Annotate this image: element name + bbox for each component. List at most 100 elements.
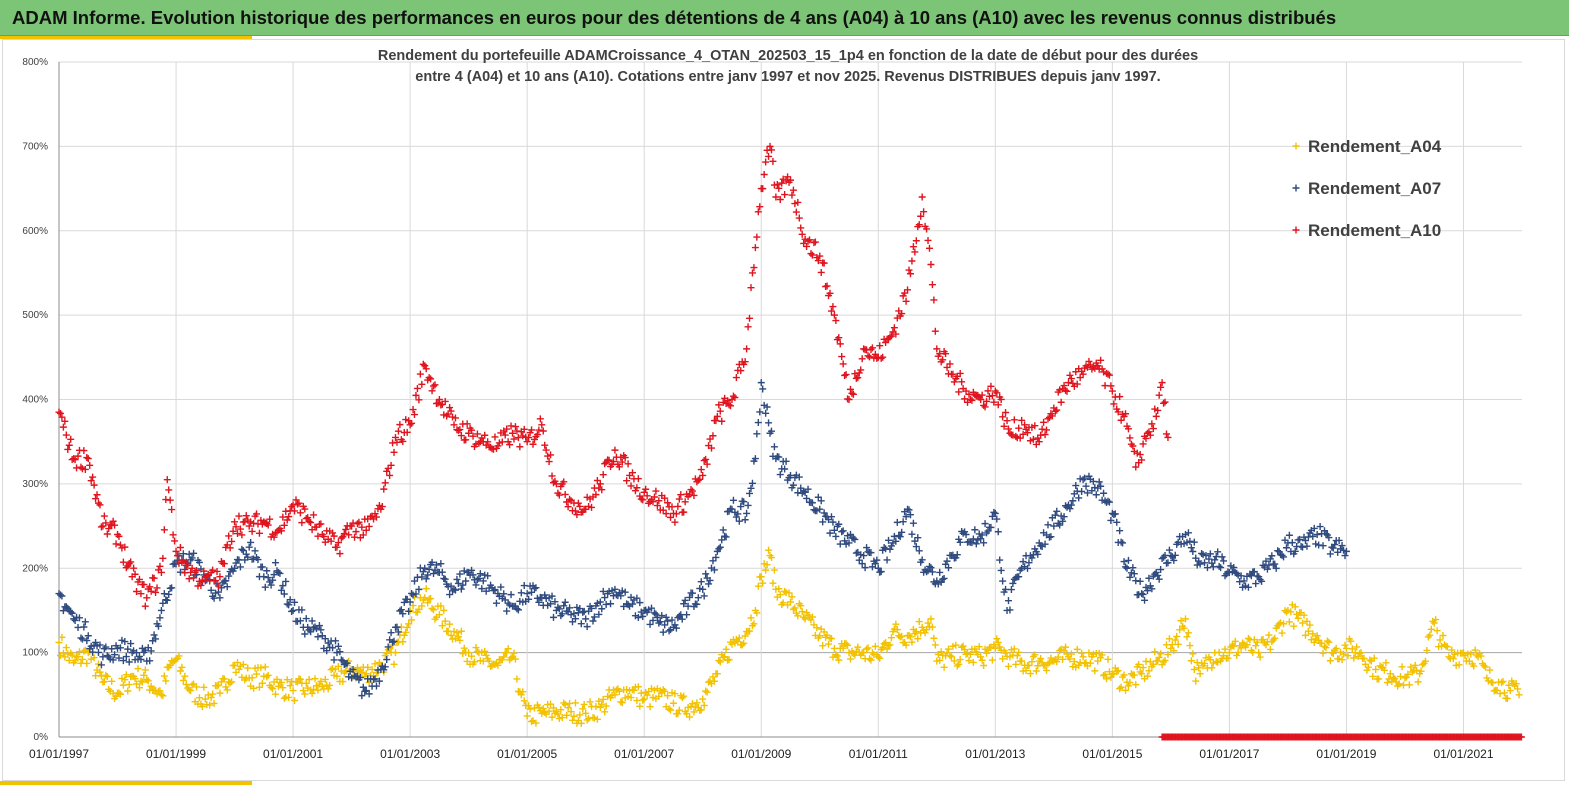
data-point-interp	[1136, 577, 1144, 585]
data-point-interp	[59, 607, 67, 615]
data-point	[523, 590, 531, 598]
data-point-interp	[1323, 637, 1331, 645]
data-point-interp	[299, 687, 307, 695]
data-point-interp	[181, 569, 189, 577]
data-point-interp	[999, 655, 1007, 663]
data-point-interp	[324, 685, 332, 693]
data-point-interp	[751, 244, 759, 252]
data-point-interp	[662, 613, 670, 621]
data-point-interp	[586, 698, 594, 706]
data-point-interp	[988, 392, 996, 400]
data-point	[1108, 387, 1116, 395]
data-point-interp	[1028, 554, 1036, 562]
legend-label: Rendement_A07	[1308, 179, 1441, 198]
data-point-interp	[664, 692, 672, 700]
data-point-interp	[1214, 548, 1222, 556]
data-point-interp	[990, 641, 998, 649]
data-point-interp	[469, 571, 477, 579]
data-point-interp	[228, 678, 236, 686]
data-point	[1372, 666, 1380, 673]
data-point-interp	[1252, 642, 1260, 650]
data-point-interp	[800, 487, 808, 495]
data-point-interp	[1329, 649, 1337, 657]
data-point-interp	[1012, 660, 1020, 668]
data-point-interp	[1113, 668, 1121, 676]
data-point-interp	[769, 579, 777, 587]
data-point	[977, 396, 985, 403]
data-point-interp	[58, 413, 66, 421]
data-point-interp	[1057, 398, 1065, 406]
data-point-interp	[573, 511, 581, 519]
data-point-interp	[144, 677, 152, 685]
data-point	[70, 455, 78, 463]
data-point-interp	[867, 656, 875, 664]
data-point-interp	[95, 648, 103, 656]
data-point-interp	[911, 248, 919, 256]
data-point-interp	[832, 317, 840, 325]
data-point-interp	[283, 600, 291, 608]
data-point-interp	[365, 678, 373, 686]
data-point-interp	[902, 513, 910, 521]
data-point-interp	[961, 646, 969, 654]
data-point-interp	[1124, 556, 1132, 564]
data-point	[830, 526, 838, 534]
data-point	[1094, 362, 1102, 370]
data-point-interp	[1078, 649, 1086, 657]
data-point-interp	[797, 602, 805, 610]
data-point-interp	[1449, 655, 1457, 663]
data-point-interp	[457, 432, 465, 440]
data-point-interp	[819, 518, 827, 526]
data-point-interp	[1018, 416, 1026, 424]
data-point-interp	[484, 438, 492, 446]
data-point-interp	[475, 574, 483, 582]
data-point-interp	[1067, 375, 1075, 383]
data-point-interp	[896, 533, 904, 541]
data-point-interp	[832, 532, 840, 540]
data-point-interp	[1010, 645, 1018, 653]
data-point-interp	[1130, 671, 1138, 679]
data-point-interp	[756, 408, 764, 416]
data-point-interp	[386, 471, 394, 479]
data-point-interp	[403, 428, 411, 436]
x-tick-label: 01/01/2017	[1199, 747, 1259, 761]
data-point-interp	[1116, 527, 1124, 535]
data-point-interp	[244, 553, 252, 561]
data-point-interp	[190, 574, 198, 582]
data-point	[684, 602, 692, 610]
data-point-interp	[539, 705, 547, 713]
data-point-interp	[639, 612, 647, 620]
data-point	[1138, 670, 1146, 678]
data-point-interp	[378, 503, 386, 511]
data-point-interp	[314, 686, 322, 694]
data-point-interp	[782, 457, 790, 465]
data-point-interp	[80, 647, 88, 655]
data-point-interp	[664, 499, 672, 507]
data-point-interp	[1059, 517, 1067, 525]
data-point-interp	[156, 562, 164, 570]
data-point	[787, 471, 794, 479]
data-point-interp	[77, 463, 85, 471]
data-point-interp	[239, 660, 247, 668]
data-point-interp	[750, 264, 758, 272]
data-point-interp	[615, 463, 623, 471]
data-point	[596, 480, 604, 488]
data-point-interp	[1086, 659, 1094, 667]
data-point-interp	[912, 543, 920, 551]
data-point-interp	[75, 614, 83, 622]
data-point-interp	[741, 516, 749, 524]
data-point-interp	[1038, 425, 1046, 433]
data-point	[1035, 438, 1043, 446]
data-point-interp	[700, 592, 708, 600]
data-point-interp	[103, 672, 111, 680]
data-point-interp	[119, 558, 127, 566]
data-point-interp	[1043, 666, 1051, 674]
data-point-interp	[1300, 611, 1308, 619]
data-point-interp	[272, 559, 280, 567]
data-point-interp	[1282, 544, 1290, 552]
data-point-interp	[759, 185, 767, 193]
data-point-interp	[372, 682, 380, 690]
data-point-interp	[1335, 536, 1343, 544]
data-point-interp	[1244, 634, 1252, 642]
data-point-interp	[1319, 649, 1327, 657]
data-point-interp	[305, 676, 313, 684]
